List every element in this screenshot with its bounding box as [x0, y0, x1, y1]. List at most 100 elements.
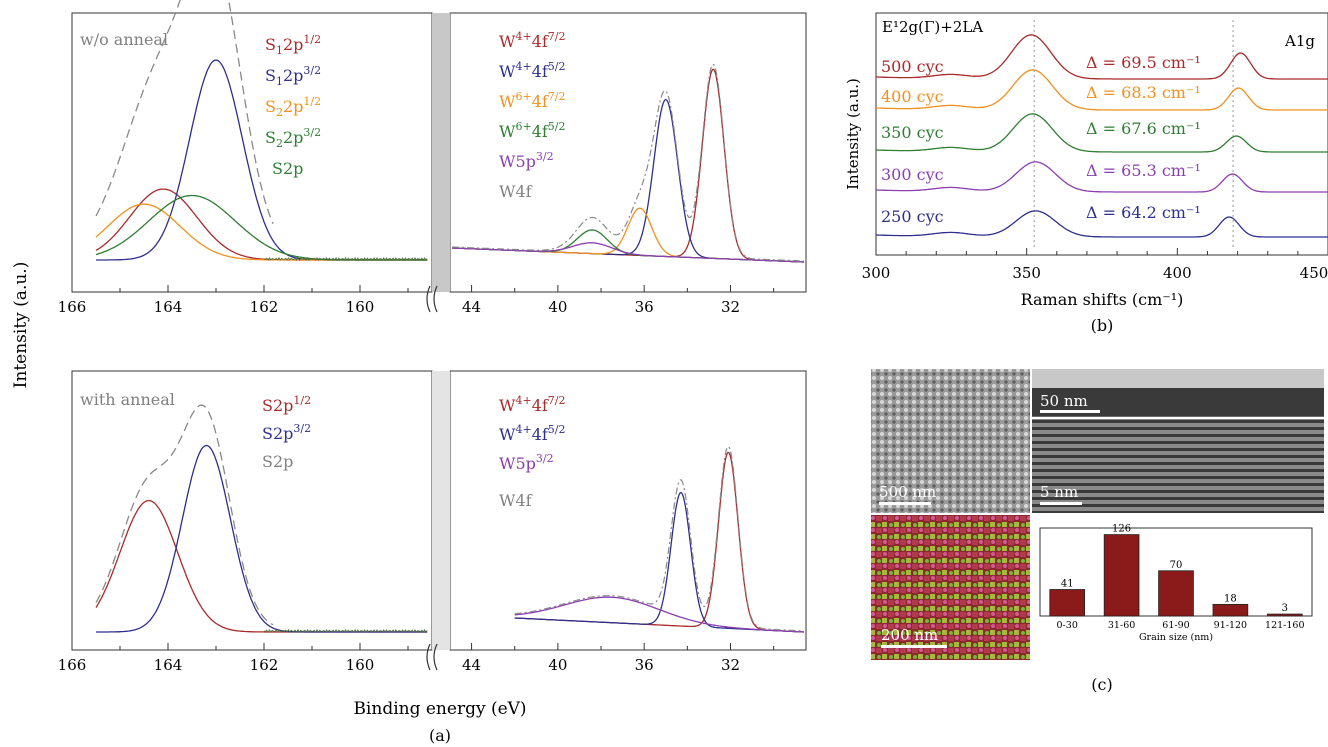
w-legend-entry: W5p3/2	[499, 452, 554, 473]
grain-size-category: 61-90	[1162, 620, 1189, 631]
grain-size-category: 0-30	[1057, 620, 1078, 631]
raman-spectrum	[876, 161, 1328, 193]
raman-peak-left: E¹2g(Γ)+2LA	[882, 18, 983, 36]
raman-delta-label: Δ = 69.5 cm⁻¹	[1086, 53, 1201, 72]
raman-delta-label: Δ = 68.3 cm⁻¹	[1086, 83, 1201, 102]
raman-series-name: 300 cyc	[881, 165, 944, 184]
s-tick-label: 162	[250, 656, 279, 674]
s-envelope-curve	[95, 0, 274, 224]
s-raw-data	[263, 629, 428, 633]
w-legend-entry: W4f	[499, 182, 533, 201]
raman-tick-label: 350	[1012, 264, 1041, 282]
s-tick-label: 160	[346, 298, 375, 316]
w-legend-entry: W4+4f5/2	[499, 60, 565, 81]
s-legend-entry: S2p3/2	[262, 422, 311, 443]
sem-scale-bar	[879, 502, 931, 505]
grain-size-bar	[1049, 589, 1086, 617]
grain-size-value: 41	[1061, 579, 1074, 590]
w-envelope-curve	[452, 63, 804, 262]
s-raw-data	[263, 257, 428, 261]
ebsd-scale-label: 200 nm	[881, 626, 938, 644]
raman-spectrum	[876, 113, 1328, 153]
sem-scale-label: 500 nm	[879, 483, 936, 501]
w-fit-curve	[514, 596, 804, 633]
s-legend-entry: S2p	[262, 452, 293, 471]
grain-size-value: 70	[1170, 560, 1183, 571]
raman-tick-label: 400	[1163, 264, 1192, 282]
raman-spectrum	[876, 34, 1328, 80]
tem-scale-label-2: 5 nm	[1040, 483, 1078, 501]
raman-peak-right: A1g	[1284, 32, 1315, 50]
panel-b-ylabel: Intensity (a.u.)	[844, 78, 862, 190]
panel-a-label: (a)	[429, 726, 451, 745]
grain-size-bar	[1266, 613, 1303, 617]
s-fit-curve	[95, 194, 428, 261]
raman-spectrum	[876, 210, 1328, 238]
panel-b-label: (b)	[1091, 316, 1114, 335]
s-legend-entry: S12p3/2	[265, 64, 321, 88]
top-s-frame	[71, 12, 433, 293]
w-legend-entry: W4+4f5/2	[499, 423, 565, 444]
s-tick-label: 160	[346, 656, 375, 674]
tem-image-lattice	[1032, 419, 1324, 513]
w-legend-entry: W6+4f5/2	[499, 120, 565, 141]
raman-tick-label: 450	[1300, 264, 1328, 282]
raman-delta-label: Δ = 67.6 cm⁻¹	[1086, 119, 1201, 138]
tem-image-top-cap	[1032, 369, 1324, 388]
raman-series-name: 500 cyc	[881, 57, 944, 76]
s-legend-entry: S22p1/2	[265, 95, 321, 119]
grain-size-xlabel: Grain size (nm)	[1139, 632, 1213, 643]
panel-a: Intensity (a.u.) 166 164 162 160 44 40 36 32 166…	[11, 0, 807, 745]
ebsd-image	[871, 515, 1030, 660]
s-tick-label: 164	[154, 298, 183, 316]
raman-series-name: 400 cyc	[881, 87, 944, 106]
w-tick-label: 44	[462, 656, 481, 674]
s-tick-label: 166	[58, 656, 87, 674]
ebsd-scale-bar	[881, 645, 947, 648]
w-fit-curve	[514, 491, 804, 633]
s-tick-label: 166	[58, 298, 87, 316]
w-tick-label: 40	[548, 656, 567, 674]
grain-size-bar	[1158, 570, 1194, 617]
panel-b: 300 350 400 450 500 cyc Δ = 69.5 cm⁻¹ 400 cyc…	[844, 12, 1328, 335]
raman-delta-label: Δ = 65.3 cm⁻¹	[1086, 161, 1201, 180]
grain-size-value: 18	[1224, 593, 1237, 604]
w-legend-entry: W4+4f7/2	[499, 30, 565, 51]
panel-b-frame	[875, 12, 1328, 256]
w-legend-entry: W4+4f7/2	[499, 394, 565, 415]
s-legend-entry: S22p3/2	[265, 126, 321, 150]
top-title: w/o anneal	[80, 30, 168, 49]
raman-delta-label: Δ = 64.2 cm⁻¹	[1086, 203, 1201, 222]
bottom-axis-break	[432, 371, 450, 650]
tem-scale-label-1: 50 nm	[1040, 392, 1088, 410]
w-fit-curve	[452, 229, 804, 263]
s-fit-curve	[96, 59, 428, 261]
s-fit-curve	[95, 203, 428, 261]
raman-tick-label: 300	[862, 264, 891, 282]
w-fit-curve	[452, 242, 804, 263]
s-legend-entry: S2p1/2	[262, 394, 311, 415]
grain-size-category: 91-120	[1214, 620, 1247, 631]
w-tick-label: 36	[635, 298, 654, 316]
w-legend-entry: W5p3/2	[499, 150, 554, 171]
panel-c: 500 nm 50 nm 5 nm 200 nm 41 0-30 126 31-60 7…	[871, 369, 1324, 694]
grain-size-value: 126	[1112, 524, 1131, 535]
tem-scale-bar-2	[1040, 502, 1082, 505]
s-legend-entry: S2p	[272, 159, 303, 178]
s-legend-entry: S12p1/2	[265, 33, 321, 57]
grain-size-bar	[1212, 603, 1249, 617]
sem-image	[871, 369, 1030, 513]
grain-size-category: 121-160	[1265, 620, 1304, 631]
w-fit-curve	[514, 451, 804, 633]
s-fit-curve	[96, 444, 428, 633]
raman-spectrum	[876, 69, 1328, 111]
tem-scale-bar-1	[1040, 410, 1100, 413]
w-envelope-curve	[514, 446, 804, 632]
s-tick-label: 162	[250, 298, 279, 316]
top-axis-break	[432, 13, 450, 292]
s-tick-label: 164	[154, 656, 183, 674]
panel-a-xlabel: Binding energy (eV)	[353, 699, 526, 719]
grain-size-category: 31-60	[1108, 620, 1135, 631]
bottom-s-frame	[71, 370, 433, 651]
